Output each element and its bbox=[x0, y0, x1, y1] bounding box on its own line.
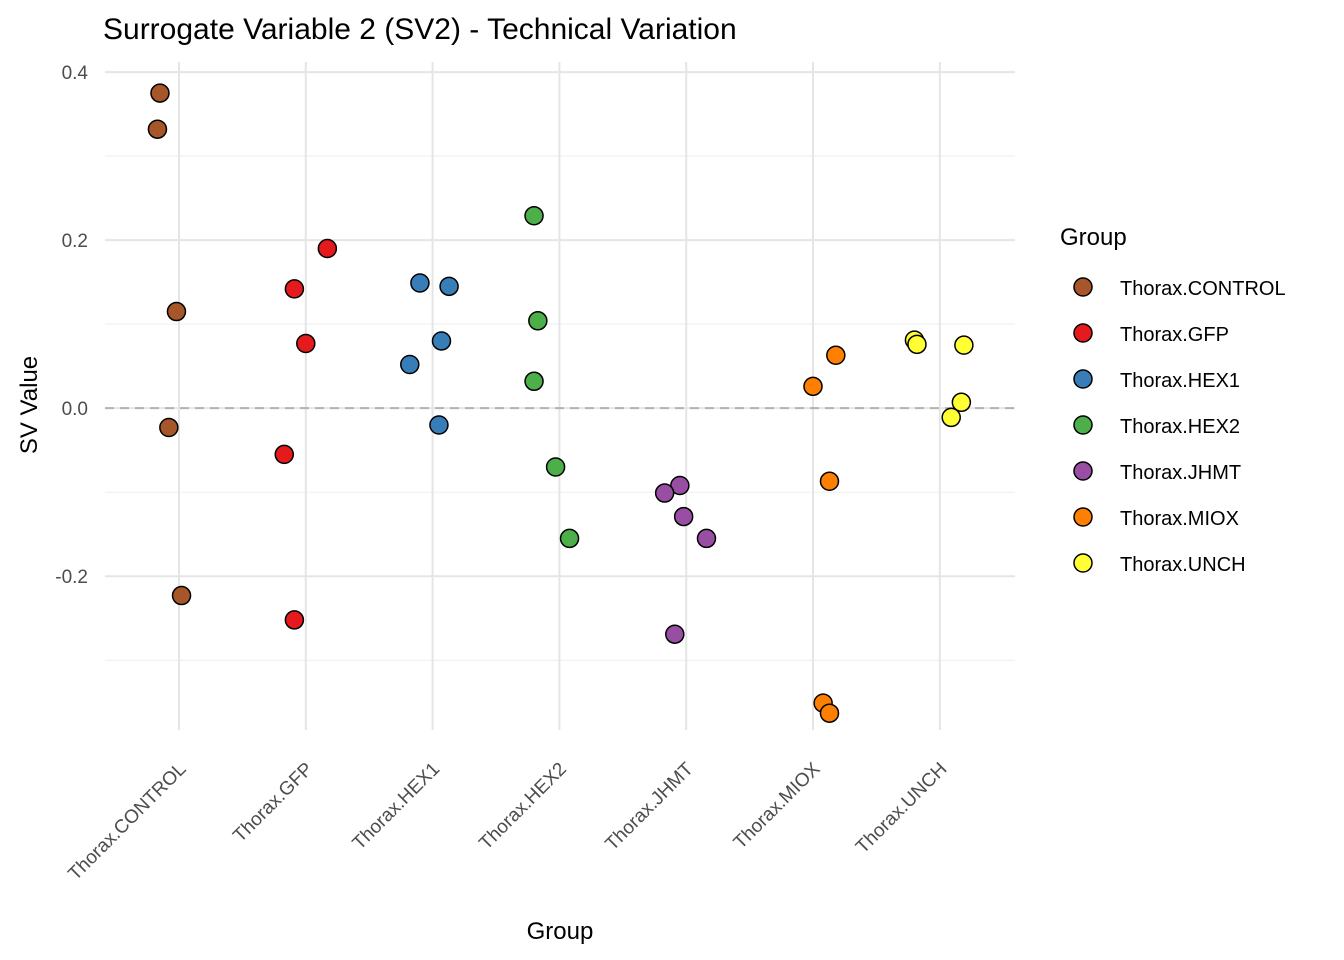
legend-marker bbox=[1073, 277, 1093, 297]
data-point bbox=[673, 506, 694, 527]
y-tick-label: 0.2 bbox=[62, 231, 88, 252]
y-axis-label: SV Value bbox=[16, 356, 43, 454]
x-tick-label: Thorax.GFP bbox=[229, 759, 317, 847]
data-point bbox=[159, 417, 179, 438]
legend: Group Thorax.CONTROL Thorax.GFP Thorax.HEX… bbox=[1060, 224, 1286, 576]
legend-marker bbox=[1073, 323, 1093, 343]
data-point bbox=[284, 610, 305, 630]
data-point bbox=[907, 334, 927, 355]
data-points bbox=[147, 83, 974, 723]
legend-marker bbox=[1073, 461, 1093, 481]
legend-title: Group bbox=[1060, 224, 1127, 251]
legend-label: Thorax.CONTROL bbox=[1120, 278, 1286, 300]
data-point bbox=[528, 311, 548, 331]
data-point bbox=[410, 273, 430, 293]
data-point bbox=[274, 444, 294, 465]
data-point bbox=[819, 703, 840, 723]
data-point bbox=[431, 331, 452, 351]
data-point bbox=[166, 301, 187, 322]
x-tick-label: Thorax.CONTROL bbox=[64, 759, 190, 885]
data-point bbox=[296, 333, 316, 354]
data-point bbox=[317, 238, 338, 259]
data-point bbox=[954, 335, 974, 355]
data-point bbox=[654, 483, 675, 503]
data-point bbox=[147, 119, 168, 139]
legend-label: Thorax.JHMT bbox=[1120, 462, 1241, 484]
legend-label: Thorax.HEX1 bbox=[1120, 370, 1240, 392]
data-point bbox=[524, 206, 544, 226]
legend-marker bbox=[1073, 415, 1093, 435]
data-point bbox=[819, 471, 840, 492]
data-point bbox=[284, 279, 305, 299]
legend-label: Thorax.UNCH bbox=[1120, 554, 1246, 576]
data-point bbox=[951, 392, 972, 413]
data-point bbox=[826, 345, 846, 365]
legend-marker bbox=[1073, 507, 1093, 527]
x-tick-label: Thorax.HEX2 bbox=[475, 759, 570, 854]
x-axis-label: Group bbox=[527, 918, 594, 945]
legend-label: Thorax.MIOX bbox=[1120, 508, 1239, 530]
data-point bbox=[150, 83, 170, 103]
legend-label: Thorax.HEX2 bbox=[1120, 416, 1240, 438]
data-point bbox=[665, 624, 685, 644]
legend-marker bbox=[1073, 553, 1093, 573]
y-tick-label: 0.4 bbox=[62, 63, 89, 84]
chart-title: Surrogate Variable 2 (SV2) - Technical V… bbox=[103, 13, 737, 46]
data-point bbox=[439, 276, 459, 297]
grid bbox=[105, 62, 1015, 730]
y-tick-label: 0.0 bbox=[62, 399, 88, 420]
x-tick-label: Thorax.HEX1 bbox=[349, 759, 444, 854]
data-point bbox=[429, 415, 449, 435]
x-tick-label: Thorax.UNCH bbox=[852, 759, 951, 858]
data-point bbox=[400, 354, 420, 375]
y-axis-ticks: -0.2 0.0 0.2 0.4 bbox=[55, 63, 88, 588]
legend-label: Thorax.GFP bbox=[1120, 324, 1229, 346]
data-point bbox=[524, 371, 544, 392]
data-point bbox=[545, 457, 566, 477]
x-tick-label: Thorax.MIOX bbox=[730, 758, 825, 853]
data-point bbox=[696, 528, 717, 549]
x-tick-label: Thorax.JHMT bbox=[602, 758, 698, 854]
data-point bbox=[941, 407, 961, 428]
x-axis-ticks: Thorax.CONTROL Thorax.GFP Thorax.HEX1 Thora… bbox=[64, 758, 951, 884]
data-point bbox=[670, 475, 690, 496]
data-point bbox=[559, 528, 580, 549]
legend-marker bbox=[1073, 369, 1093, 389]
y-tick-label: -0.2 bbox=[55, 567, 88, 588]
data-point bbox=[171, 585, 192, 606]
data-point bbox=[803, 376, 823, 397]
